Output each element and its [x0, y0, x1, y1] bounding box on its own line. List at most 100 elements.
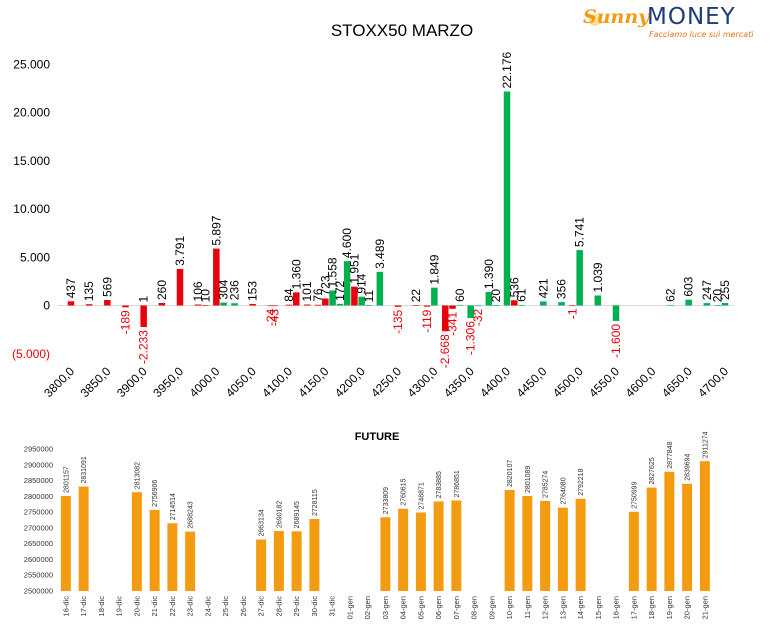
- brand-name-sunny: Sunny: [583, 6, 650, 28]
- chart2-x-tick-label: 03-gen: [381, 596, 390, 619]
- chart2-x-tick-label: 18-gen: [647, 596, 656, 619]
- chart1-data-label: -189: [119, 310, 133, 334]
- chart1-x-tick-label: 4100,0: [259, 364, 295, 400]
- chart1-bar: [329, 290, 336, 306]
- chart1-bar: [474, 305, 482, 307]
- chart2-x-tick-label: 06-gen: [434, 596, 443, 619]
- chart2-y-axis: 2500000 2550000 2600000 2650000 2700000 27500…: [24, 445, 53, 596]
- chart1-x-tick-label: 3900,0: [114, 364, 150, 400]
- chart1-data-label: 1.951: [347, 253, 361, 283]
- chart1-data-label: 247: [700, 280, 714, 300]
- chart1-bar: [485, 292, 493, 306]
- chart1-x-axis: 3800,0 3850,0 3900,0 3950,0 4000,0 4050,0 4100…: [41, 364, 731, 400]
- chart1-data-label: 10: [198, 289, 212, 303]
- chart1-bar: [213, 248, 220, 306]
- chart1-bar: [456, 304, 464, 306]
- chart2-bar: [398, 508, 409, 591]
- chart1-data-label: 11: [362, 290, 376, 303]
- chart1-x-tick-label: 4600,0: [623, 364, 659, 400]
- chart1-data-label: 255: [718, 280, 732, 300]
- chart1-bar: [158, 302, 166, 306]
- chart1-y-tick-label: 10.000: [13, 202, 50, 216]
- chart2-x-tick-label: 12-gen: [541, 596, 550, 619]
- chart1-data-label: -32: [471, 308, 485, 326]
- chart2-y-tick-label: 2950000: [24, 445, 53, 454]
- chart1-x-tick-label: 4550,0: [586, 364, 622, 400]
- chart1-x-tick-label: 4500,0: [550, 364, 586, 400]
- chart1-data-label: 421: [536, 278, 550, 298]
- chart1-data-label: 603: [682, 276, 696, 296]
- chart2-bar: [380, 517, 391, 591]
- chart2-data-labels: 2801157 2831091 2813082 2756906 2714514 26882…: [63, 431, 709, 536]
- chart2-bar: [433, 501, 444, 591]
- chart2-data-label: 2792218: [578, 468, 585, 495]
- chart1-data-label: 1.390: [482, 259, 496, 289]
- brand-name-money: MONEY: [647, 4, 736, 30]
- chart1-bar: [351, 286, 358, 306]
- chart2-data-label: 2756906: [152, 480, 159, 507]
- chart1-bar: [714, 305, 721, 306]
- chart2-x-tick-label: 01-gen: [345, 596, 354, 619]
- chart2-x-tick-label: 05-gen: [416, 596, 425, 619]
- chart1-bar: [594, 295, 602, 306]
- chart2-data-label: 2663134: [259, 509, 266, 536]
- chart2-data-label: 2728115: [312, 489, 319, 516]
- chart2-x-tick-label: 26-dic: [239, 596, 248, 617]
- chart2-x-tick-label: 04-gen: [399, 596, 408, 619]
- chart2-bar: [557, 507, 568, 591]
- chart2-bar: [60, 495, 71, 591]
- chart2-bar: [309, 519, 320, 591]
- chart1-data-label: 76: [311, 288, 325, 302]
- chart2-x-tick-label: 31-dic: [328, 596, 337, 617]
- chart1-bar: [511, 300, 518, 306]
- chart2-x-tick-label: 25-dic: [221, 596, 230, 617]
- chart1-data-label: 22.176: [500, 51, 514, 88]
- chart2-x-tick-label: 27-dic: [257, 596, 266, 617]
- chart1-x-tick-label: 4000,0: [187, 364, 223, 400]
- chart2-data-label: 2783885: [436, 471, 443, 498]
- chart1-data-label: 61: [515, 288, 529, 302]
- chart1-bar: [376, 271, 384, 306]
- chart2-y-tick-label: 2850000: [24, 476, 53, 485]
- chart1-bar: [336, 303, 344, 306]
- chart2-x-tick-label: 14-gen: [576, 596, 585, 619]
- chart1-data-label: 84: [282, 288, 296, 302]
- chart2-data-label: 2688243: [188, 501, 195, 528]
- chart1-x-tick-label: 4350,0: [441, 364, 477, 400]
- chart2-data-label: 2827625: [649, 457, 656, 484]
- chart2-bar: [273, 530, 284, 591]
- chart1-x-tick-label: 3950,0: [150, 364, 186, 400]
- chart1-y-tick-label: 0: [43, 299, 50, 313]
- chart2-bars: [60, 461, 710, 591]
- chart1-bar: [540, 301, 547, 306]
- chart1-x-tick-label: 4050,0: [223, 364, 259, 400]
- chart2-bar: [451, 500, 462, 591]
- chart1-x-tick-label: 3850,0: [78, 364, 114, 400]
- chart1-bar: [467, 305, 474, 319]
- chart1-bar: [569, 305, 576, 307]
- chart1-bar: [492, 305, 500, 306]
- chart1-data-label: 260: [155, 280, 169, 300]
- chart2-y-tick-label: 2650000: [24, 539, 53, 548]
- chart2-bar: [699, 461, 710, 591]
- chart1-bar: [685, 299, 692, 306]
- chart1-data-label: -2.668: [438, 334, 452, 368]
- chart1-data-label: 304: [217, 279, 231, 299]
- chart1-data-label: 914: [355, 273, 369, 293]
- chart1-bar: [314, 304, 322, 306]
- chart1-x-tick-label: 4400,0: [477, 364, 513, 400]
- chart1-data-label: -1.600: [609, 324, 623, 358]
- future-chart: FUTURE 2500000 2550000 2600000 2650000 27000…: [24, 431, 710, 619]
- chart1-bar: [449, 305, 456, 309]
- chart1-data-label: -135: [391, 309, 405, 333]
- chart1-data-label: -1: [565, 308, 579, 319]
- chart1-data-label: 1: [137, 295, 151, 302]
- chart1-bar: [394, 305, 402, 307]
- chart1-data-label: 22: [409, 289, 423, 303]
- chart1-bar: [518, 304, 525, 306]
- chart1-data-label: 723: [318, 275, 332, 295]
- chart1-y-axis: (5.000) 0 5.000 10.000 15.000 20.000 25.000: [12, 57, 50, 361]
- chart2-y-tick-label: 2500000: [24, 587, 53, 596]
- chart1-bar: [431, 287, 438, 306]
